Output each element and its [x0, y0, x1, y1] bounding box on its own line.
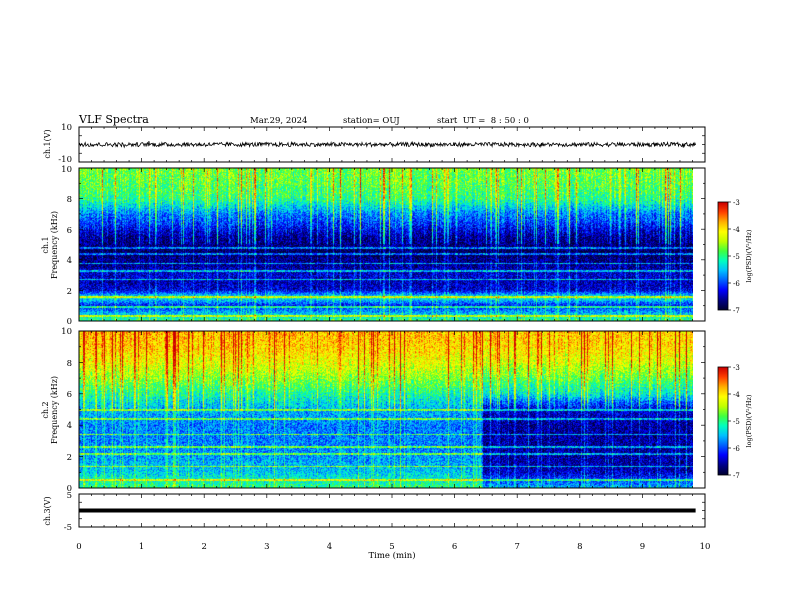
ch1-spec-ytick: 6	[67, 226, 72, 236]
ch2-spec-ytick: 2	[67, 453, 72, 463]
ch2-colorbar-tick: -6	[733, 445, 740, 453]
ch2-spectrogram-yticks: 0 2 4 6 8 10	[61, 327, 72, 494]
x-tick-label: 1	[139, 542, 144, 552]
ch1-spectrogram-image	[79, 168, 693, 321]
ch1-spectrogram-ylabel-frequency: Frequency (kHz)	[50, 211, 59, 279]
ch2-colorbar-tick: -3	[733, 364, 740, 372]
ch2-spec-ytick: 8	[67, 359, 72, 369]
ch1-waveform-trace	[78, 140, 696, 149]
ch1-ytick-bottom: -10	[58, 155, 72, 165]
x-tick-label: 9	[640, 542, 645, 552]
ch1-colorbar-tick: -3	[733, 199, 740, 207]
x-tick-label: 4	[327, 542, 332, 552]
ch3-waveform-ylabel: ch.3(V)	[43, 496, 52, 525]
ch2-spec-ytick: 0	[67, 484, 72, 494]
ch1-ytick-top: 10	[61, 123, 72, 133]
ch1-spectrogram-ylabel-channel: ch.1	[41, 236, 50, 253]
ch1-spec-ytick: 0	[67, 317, 72, 327]
start-time-label: start UT = 8 : 50 : 0	[437, 116, 529, 126]
ch1-spectrogram-yticks: 0 2 4 6 8 10	[61, 165, 72, 327]
ch2-colorbar-ticks: -3 -4 -5 -6 -7	[733, 364, 740, 480]
ch1-colorbar-label: log(PSD)(V²/Hz)	[745, 229, 753, 282]
x-tick-label: 10	[700, 542, 711, 552]
x-tick-label: 7	[514, 542, 519, 552]
ch1-spec-ytick: 2	[67, 287, 72, 297]
x-tick-label: 8	[577, 542, 582, 552]
ch2-spectrogram-ylabel-frequency: Frequency (kHz)	[50, 376, 59, 444]
ch2-colorbar-tick: -5	[733, 418, 740, 426]
axis-ticks	[78, 126, 731, 528]
ch1-colorbar-tick: -5	[733, 253, 740, 261]
ch2-colorbar-image	[718, 367, 728, 475]
ch1-spec-ytick: 8	[67, 195, 72, 205]
ch3-ytick-bottom: -5	[64, 523, 72, 533]
ch3-ytick-top: 5	[67, 491, 72, 501]
ch2-spectrogram-image	[79, 331, 693, 488]
ch2-spectrogram-ylabel-channel: ch.2	[41, 401, 50, 418]
ch1-spec-ytick: 4	[67, 256, 72, 266]
x-tick-label: 0	[76, 542, 81, 552]
station-label: station= OUJ	[343, 116, 400, 126]
x-tick-label: 3	[264, 542, 269, 552]
x-tick-label: 5	[389, 542, 394, 552]
ch1-colorbar-ticks: -3 -4 -5 -6 -7	[733, 199, 740, 315]
ch1-colorbar-tick: -6	[733, 280, 740, 288]
ch2-spec-ytick: 10	[61, 327, 72, 337]
x-tick-label: 6	[452, 542, 457, 552]
x-tick-label: 2	[201, 542, 206, 552]
ch2-colorbar-tick: -4	[733, 391, 740, 399]
ch2-spec-ytick: 4	[67, 421, 72, 431]
ch1-waveform-ylabel: ch.1(V)	[43, 129, 52, 158]
ch1-colorbar-tick: -4	[733, 226, 740, 234]
ch1-spec-ytick: 10	[61, 165, 72, 175]
date-label: Mar.29, 2024	[250, 116, 307, 126]
ch2-spec-ytick: 6	[67, 390, 72, 400]
ch2-colorbar-tick: -7	[733, 472, 740, 480]
ch1-colorbar-tick: -7	[733, 307, 740, 315]
x-axis-ticklabels: 0 1 2 3 4 5 6 7 8 9 10	[76, 542, 710, 552]
ch1-colorbar-image	[718, 202, 728, 310]
x-axis-label: Time (min)	[368, 550, 415, 561]
figure-title: VLF Spectra	[78, 113, 149, 126]
ch2-colorbar-label: log(PSD)(V²/Hz)	[745, 394, 753, 447]
